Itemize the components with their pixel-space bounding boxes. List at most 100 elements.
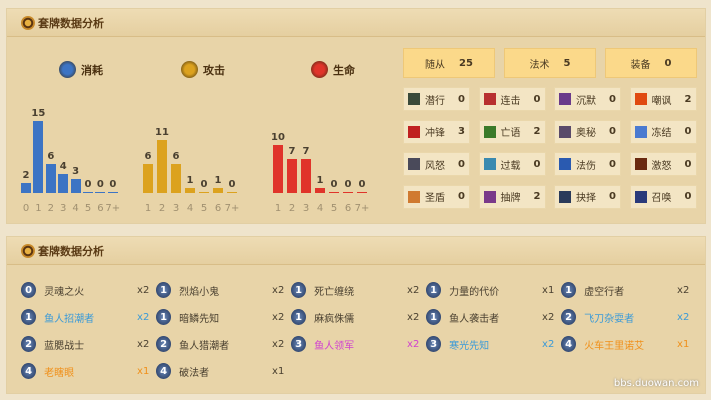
mechanic-tag[interactable]: 沉默 0 [554,87,621,111]
card-row[interactable]: 2 飞刀杂耍者 x2 [561,307,696,327]
mechanic-tag[interactable]: 抉择 0 [554,184,621,209]
mechanic-tag[interactable]: 亡语 2 [478,119,546,144]
mana-cost-gem: 1 [426,282,442,298]
category-2[interactable]: 法术 5 [504,48,596,78]
mechanic-tag[interactable]: 奥秘 0 [554,119,621,144]
card-row[interactable]: 1 力量的代价 x1 [426,280,561,300]
bar [171,164,181,193]
chart-3: 生命 10 1 7 2 7 3 1 4 0 5 0 6 0 7+ [271,47,393,227]
mechanic-count: 0 [458,191,465,202]
category-1[interactable]: 随从 25 [403,48,495,78]
mechanic-count: 0 [609,191,616,202]
bar-value-label: 0 [228,179,236,190]
bar [45,164,56,193]
bar-value-label: 1 [214,175,222,187]
bar [70,178,81,193]
mechanic-label: 嘲讽 [651,95,672,107]
card-name: 鱼人袭击者 [449,313,500,325]
mechanic-icon [408,158,420,170]
mechanic-tag[interactable]: 抽牌 2 [478,184,546,209]
bar [315,188,325,193]
bar-value-label: 0 [84,179,92,190]
card-name: 飞刀杂耍者 [584,313,635,325]
card-row[interactable]: 4 破法者 x1 [156,361,291,381]
bar [199,192,209,193]
card-row[interactable]: 3 寒光先知 x2 [426,334,561,354]
x-tick-label: 4 [186,203,194,214]
card-row[interactable]: 1 死亡缠绕 x2 [291,280,426,300]
card-row[interactable]: 1 虚空行者 x2 [561,280,696,300]
card-count: x2 [272,338,285,350]
card-row[interactable]: 3 鱼人领军 x2 [291,334,426,354]
mechanic-label: 冲锋 [425,128,445,139]
mechanic-tag[interactable]: 圣盾 0 [403,184,470,209]
mana-cost-gem: 1 [156,309,172,325]
chart-title: 生命 [273,61,393,78]
mechanic-tag[interactable]: 连击 0 [478,87,546,111]
mechanic-count: 0 [609,126,616,137]
mechanic-tag[interactable]: 冻结 0 [629,119,697,144]
card-row[interactable]: 1 麻疯侏儒 x2 [291,307,426,327]
watermark: bbs.duowan.com [613,378,699,389]
card-row[interactable]: 2 鱼人猎潮者 x2 [156,334,291,354]
bar-value-label: 0 [344,179,352,190]
mechanic-label: 过载 [500,160,521,172]
card-row[interactable]: 1 鱼人袭击者 x2 [426,307,561,327]
card-name: 力量的代价 [449,286,500,298]
mana-cost-gem: 2 [21,336,37,352]
mana-cost-gem: 1 [156,282,172,298]
x-tick-label: 1 [274,203,282,214]
chart-title: 攻击 [143,61,263,78]
card-row[interactable]: 1 烈焰小鬼 x2 [156,280,291,300]
card-name: 破法者 [179,367,210,379]
x-tick-label: 3 [60,203,67,214]
x-tick-label: 3 [172,203,180,214]
mechanic-tag[interactable]: 召唤 0 [629,184,697,209]
x-tick-label: 2 [158,203,166,214]
card-row[interactable]: 4 火车王里诺艾 x1 [561,334,696,354]
x-tick-label: 7+ [105,203,121,214]
chart-1: 消耗 2 0 15 1 6 2 4 3 3 4 0 5 0 6 0 7+ [21,47,141,227]
mechanic-icon [634,125,647,138]
bar-value-label: 6 [144,151,152,163]
bar-value-label: 0 [358,179,366,190]
health-drop-icon [311,61,328,78]
bar [357,192,367,193]
card-name: 鱼人招潮者 [44,313,95,325]
mechanic-tag[interactable]: 冲锋 3 [403,119,470,144]
mechanic-tag[interactable]: 嘲讽 2 [629,87,697,111]
mechanic-icon [634,158,647,170]
mechanic-count: 2 [533,126,541,137]
section-header: 套牌数据分析 [7,9,705,37]
mechanic-tag[interactable]: 风怒 0 [403,152,470,176]
mechanic-count: 0 [684,126,692,137]
category-label: 随从 [425,59,446,71]
mechanic-tag[interactable]: 潜行 0 [403,87,470,111]
card-row[interactable]: 4 老瞎眼 x1 [21,361,156,381]
mechanic-label: 亡语 [500,128,521,139]
bar [143,164,153,193]
card-row[interactable]: 1 鱼人招潮者 x2 [21,307,156,327]
bar-value-label: 6 [172,151,180,163]
card-count: x2 [272,311,285,323]
mechanic-count: 0 [458,93,465,105]
mechanic-tag[interactable]: 法伤 0 [554,152,621,176]
bar [329,192,339,193]
card-count: x2 [137,338,150,350]
card-row[interactable]: 0 灵魂之火 x2 [21,280,156,300]
bar-value-label: 0 [330,179,338,190]
chart-2: 攻击 6 1 11 2 6 3 1 4 0 5 1 6 0 7+ [143,47,263,227]
bar-value-label: 6 [47,151,55,163]
card-count: x1 [137,365,150,377]
card-count: x2 [542,338,555,350]
card-row[interactable]: 1 暗鳞先知 x2 [156,307,291,327]
category-3[interactable]: 装备 0 [605,48,697,78]
mechanic-icon [559,125,571,138]
mana-cost-gem: 2 [561,309,577,325]
mechanic-tag[interactable]: 过载 0 [478,152,546,176]
card-row[interactable]: 2 蓝腮战士 x2 [21,334,156,354]
category-count: 0 [664,57,672,69]
category-label: 装备 [630,59,651,71]
x-tick-label: 3 [302,203,310,214]
mechanic-tag[interactable]: 激怒 0 [629,152,697,176]
